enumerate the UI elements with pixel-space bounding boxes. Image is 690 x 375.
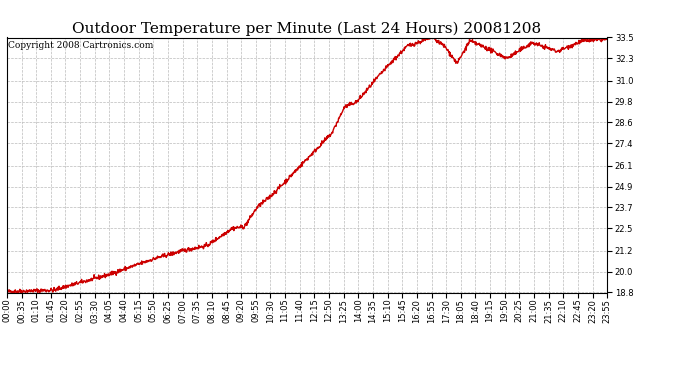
Text: Copyright 2008 Cartronics.com: Copyright 2008 Cartronics.com (8, 41, 153, 50)
Title: Outdoor Temperature per Minute (Last 24 Hours) 20081208: Outdoor Temperature per Minute (Last 24 … (72, 22, 542, 36)
